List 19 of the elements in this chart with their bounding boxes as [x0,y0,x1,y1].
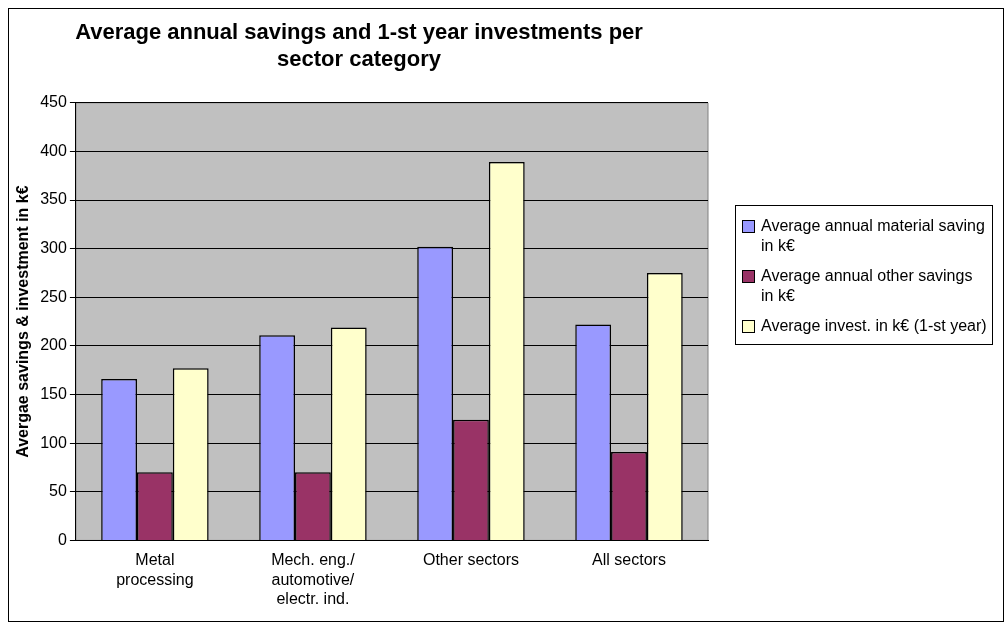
legend-label: Average annual other savings in k€ [761,266,974,306]
x-tick-label: Mech. eng./ automotive/ electr. ind. [271,551,356,607]
y-tick-label: 200 [40,336,67,354]
x-tick-label: Other sectors [422,551,519,569]
legend-label: Average invest. in k€ (1-st year) [761,316,987,336]
chart-title: Average annual savings and 1-st year investments per sector category [75,19,644,71]
y-tick-label: 150 [40,384,67,402]
y-axis-title: Avergae savings & investment in k€ [14,185,32,458]
y-tick-label: 450 [40,93,67,111]
y-tick-label: 50 [49,482,67,500]
y-tick-label: 400 [40,141,67,159]
x-tick-label: Metal processing [116,551,194,588]
legend-label: Average annual material saving in k€ [761,216,986,256]
y-tick-label: 100 [40,433,67,451]
x-tick-label: All sectors [592,551,666,569]
y-tick-label: 300 [40,239,67,257]
y-tick-label: 350 [40,190,67,208]
y-tick-label: 250 [40,287,67,305]
y-tick-label: 0 [57,530,67,548]
